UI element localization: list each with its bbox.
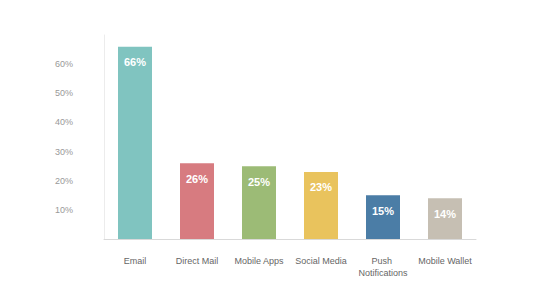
svg-text:66%: 66% [124,56,146,68]
svg-text:23%: 23% [310,181,332,193]
svg-text:60%: 60% [55,59,73,69]
svg-text:30%: 30% [55,147,73,157]
svg-text:20%: 20% [55,176,73,186]
svg-text:Mobile Wallet: Mobile Wallet [418,256,472,266]
svg-text:14%: 14% [434,208,456,220]
svg-text:Mobile Apps: Mobile Apps [234,256,284,266]
svg-text:Email: Email [124,256,147,266]
svg-text:Direct Mail: Direct Mail [176,256,219,266]
svg-text:10%: 10% [55,205,73,215]
svg-text:26%: 26% [186,173,208,185]
svg-text:15%: 15% [372,205,394,217]
svg-text:Social Media: Social Media [295,256,347,266]
svg-text:25%: 25% [248,176,270,188]
svg-text:Push: Push [371,256,394,266]
svg-text:40%: 40% [55,117,73,127]
svg-text:Notifications: Notifications [358,268,408,278]
svg-text:50%: 50% [55,88,73,98]
